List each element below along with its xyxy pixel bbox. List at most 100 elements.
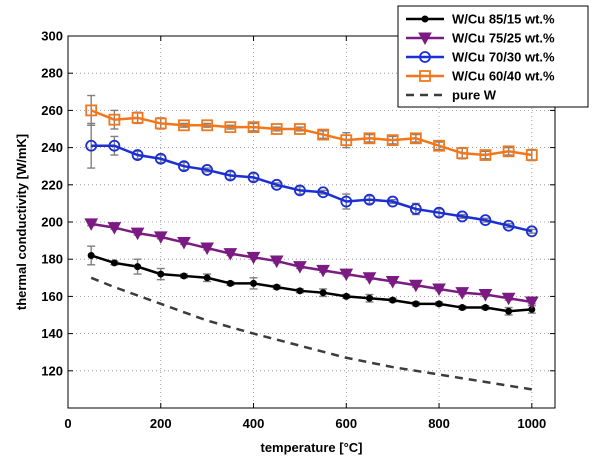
data-point — [385, 276, 400, 289]
y-axis-label: thermal conductivity [W/mK] — [14, 134, 29, 310]
data-point — [502, 219, 515, 232]
y-tick-label: 300 — [41, 29, 63, 44]
legend-item: pure W — [406, 88, 497, 103]
y-tick-label: 120 — [41, 363, 63, 378]
data-point — [177, 236, 191, 250]
data-point — [365, 294, 373, 302]
data-point — [250, 279, 258, 287]
data-point — [296, 287, 304, 295]
legend-label: W/Cu 70/30 wt.% — [452, 50, 555, 65]
legend-label: W/Cu 85/15 wt.% — [452, 12, 555, 27]
data-point — [458, 304, 466, 312]
data-point — [84, 218, 99, 231]
series-3 — [85, 122, 538, 238]
data-point — [478, 289, 493, 302]
data-point — [432, 283, 446, 297]
data-point — [108, 113, 121, 126]
y-tick-label: 220 — [41, 177, 63, 192]
data-point — [107, 222, 122, 235]
data-point — [270, 123, 283, 135]
series-layer — [84, 94, 539, 391]
data-point — [340, 195, 353, 208]
data-point — [246, 251, 261, 265]
data-point — [319, 289, 327, 297]
data-point — [363, 193, 376, 206]
data-point — [178, 119, 190, 132]
data-point — [157, 270, 165, 278]
legend-item: W/Cu 60/40 wt.% — [406, 69, 555, 84]
data-point — [87, 251, 95, 259]
data-point — [505, 307, 513, 315]
data-point — [317, 186, 329, 199]
data-point — [293, 261, 307, 274]
data-point — [363, 132, 376, 145]
y-tick-label: 260 — [41, 103, 63, 118]
data-point — [85, 104, 98, 117]
data-point — [412, 300, 420, 308]
data-point — [502, 145, 515, 158]
data-point — [433, 139, 445, 152]
data-point — [200, 242, 214, 256]
y-tick-label: 140 — [41, 326, 63, 341]
data-point — [294, 123, 306, 135]
series-4 — [85, 94, 538, 162]
data-point — [524, 296, 539, 310]
data-point — [316, 264, 330, 278]
data-point — [131, 149, 144, 161]
legend: W/Cu 85/15 wt.% W/Cu 75/25 wt.% W/Cu 70/30… — [397, 5, 589, 108]
data-point — [110, 259, 118, 267]
data-point — [203, 274, 211, 282]
x-tick-label: 400 — [243, 416, 265, 431]
data-point — [409, 203, 422, 215]
y-tick-label: 240 — [41, 140, 63, 155]
data-point — [481, 304, 489, 312]
legend-item: W/Cu 75/25 wt.% — [406, 31, 555, 46]
data-point — [389, 296, 397, 304]
data-point — [247, 171, 260, 184]
x-tick-label: 0 — [64, 416, 71, 431]
legend-label: W/Cu 60/40 wt.% — [452, 69, 555, 84]
data-point — [525, 225, 538, 238]
data-point — [223, 248, 238, 261]
data-point — [435, 300, 443, 308]
y-tick-label: 280 — [41, 66, 63, 81]
legend-item: W/Cu 70/30 wt.% — [406, 50, 555, 65]
data-point — [421, 15, 429, 23]
data-point — [456, 210, 469, 223]
legend-label: pure W — [452, 88, 497, 103]
data-point — [386, 134, 399, 147]
data-point — [362, 272, 377, 285]
data-point — [433, 206, 445, 219]
data-point — [340, 134, 353, 147]
data-point — [85, 139, 98, 152]
data-point — [525, 149, 538, 161]
x-tick-label: 1000 — [517, 416, 546, 431]
data-point — [180, 272, 188, 280]
x-tick-label: 200 — [150, 416, 172, 431]
data-point — [317, 128, 329, 141]
data-point — [154, 117, 167, 130]
data-point — [479, 214, 492, 227]
data-point — [419, 70, 431, 82]
series-2 — [84, 218, 539, 310]
data-point — [108, 139, 121, 152]
data-point — [154, 152, 167, 165]
data-point — [294, 184, 306, 197]
data-point — [247, 121, 260, 134]
data-point — [130, 227, 145, 241]
y-tick-label: 180 — [41, 252, 63, 267]
data-point — [342, 292, 350, 300]
series-1 — [87, 245, 536, 316]
data-point — [419, 51, 431, 63]
y-tick-label: 160 — [41, 289, 63, 304]
data-point — [153, 231, 168, 244]
data-point — [479, 149, 492, 161]
data-point — [409, 132, 422, 145]
data-point — [201, 119, 214, 132]
y-tick-label: 200 — [41, 215, 63, 230]
data-point — [269, 255, 284, 269]
legend-item: W/Cu 85/15 wt.% — [406, 12, 555, 27]
data-point — [178, 160, 190, 173]
data-point — [270, 178, 283, 191]
